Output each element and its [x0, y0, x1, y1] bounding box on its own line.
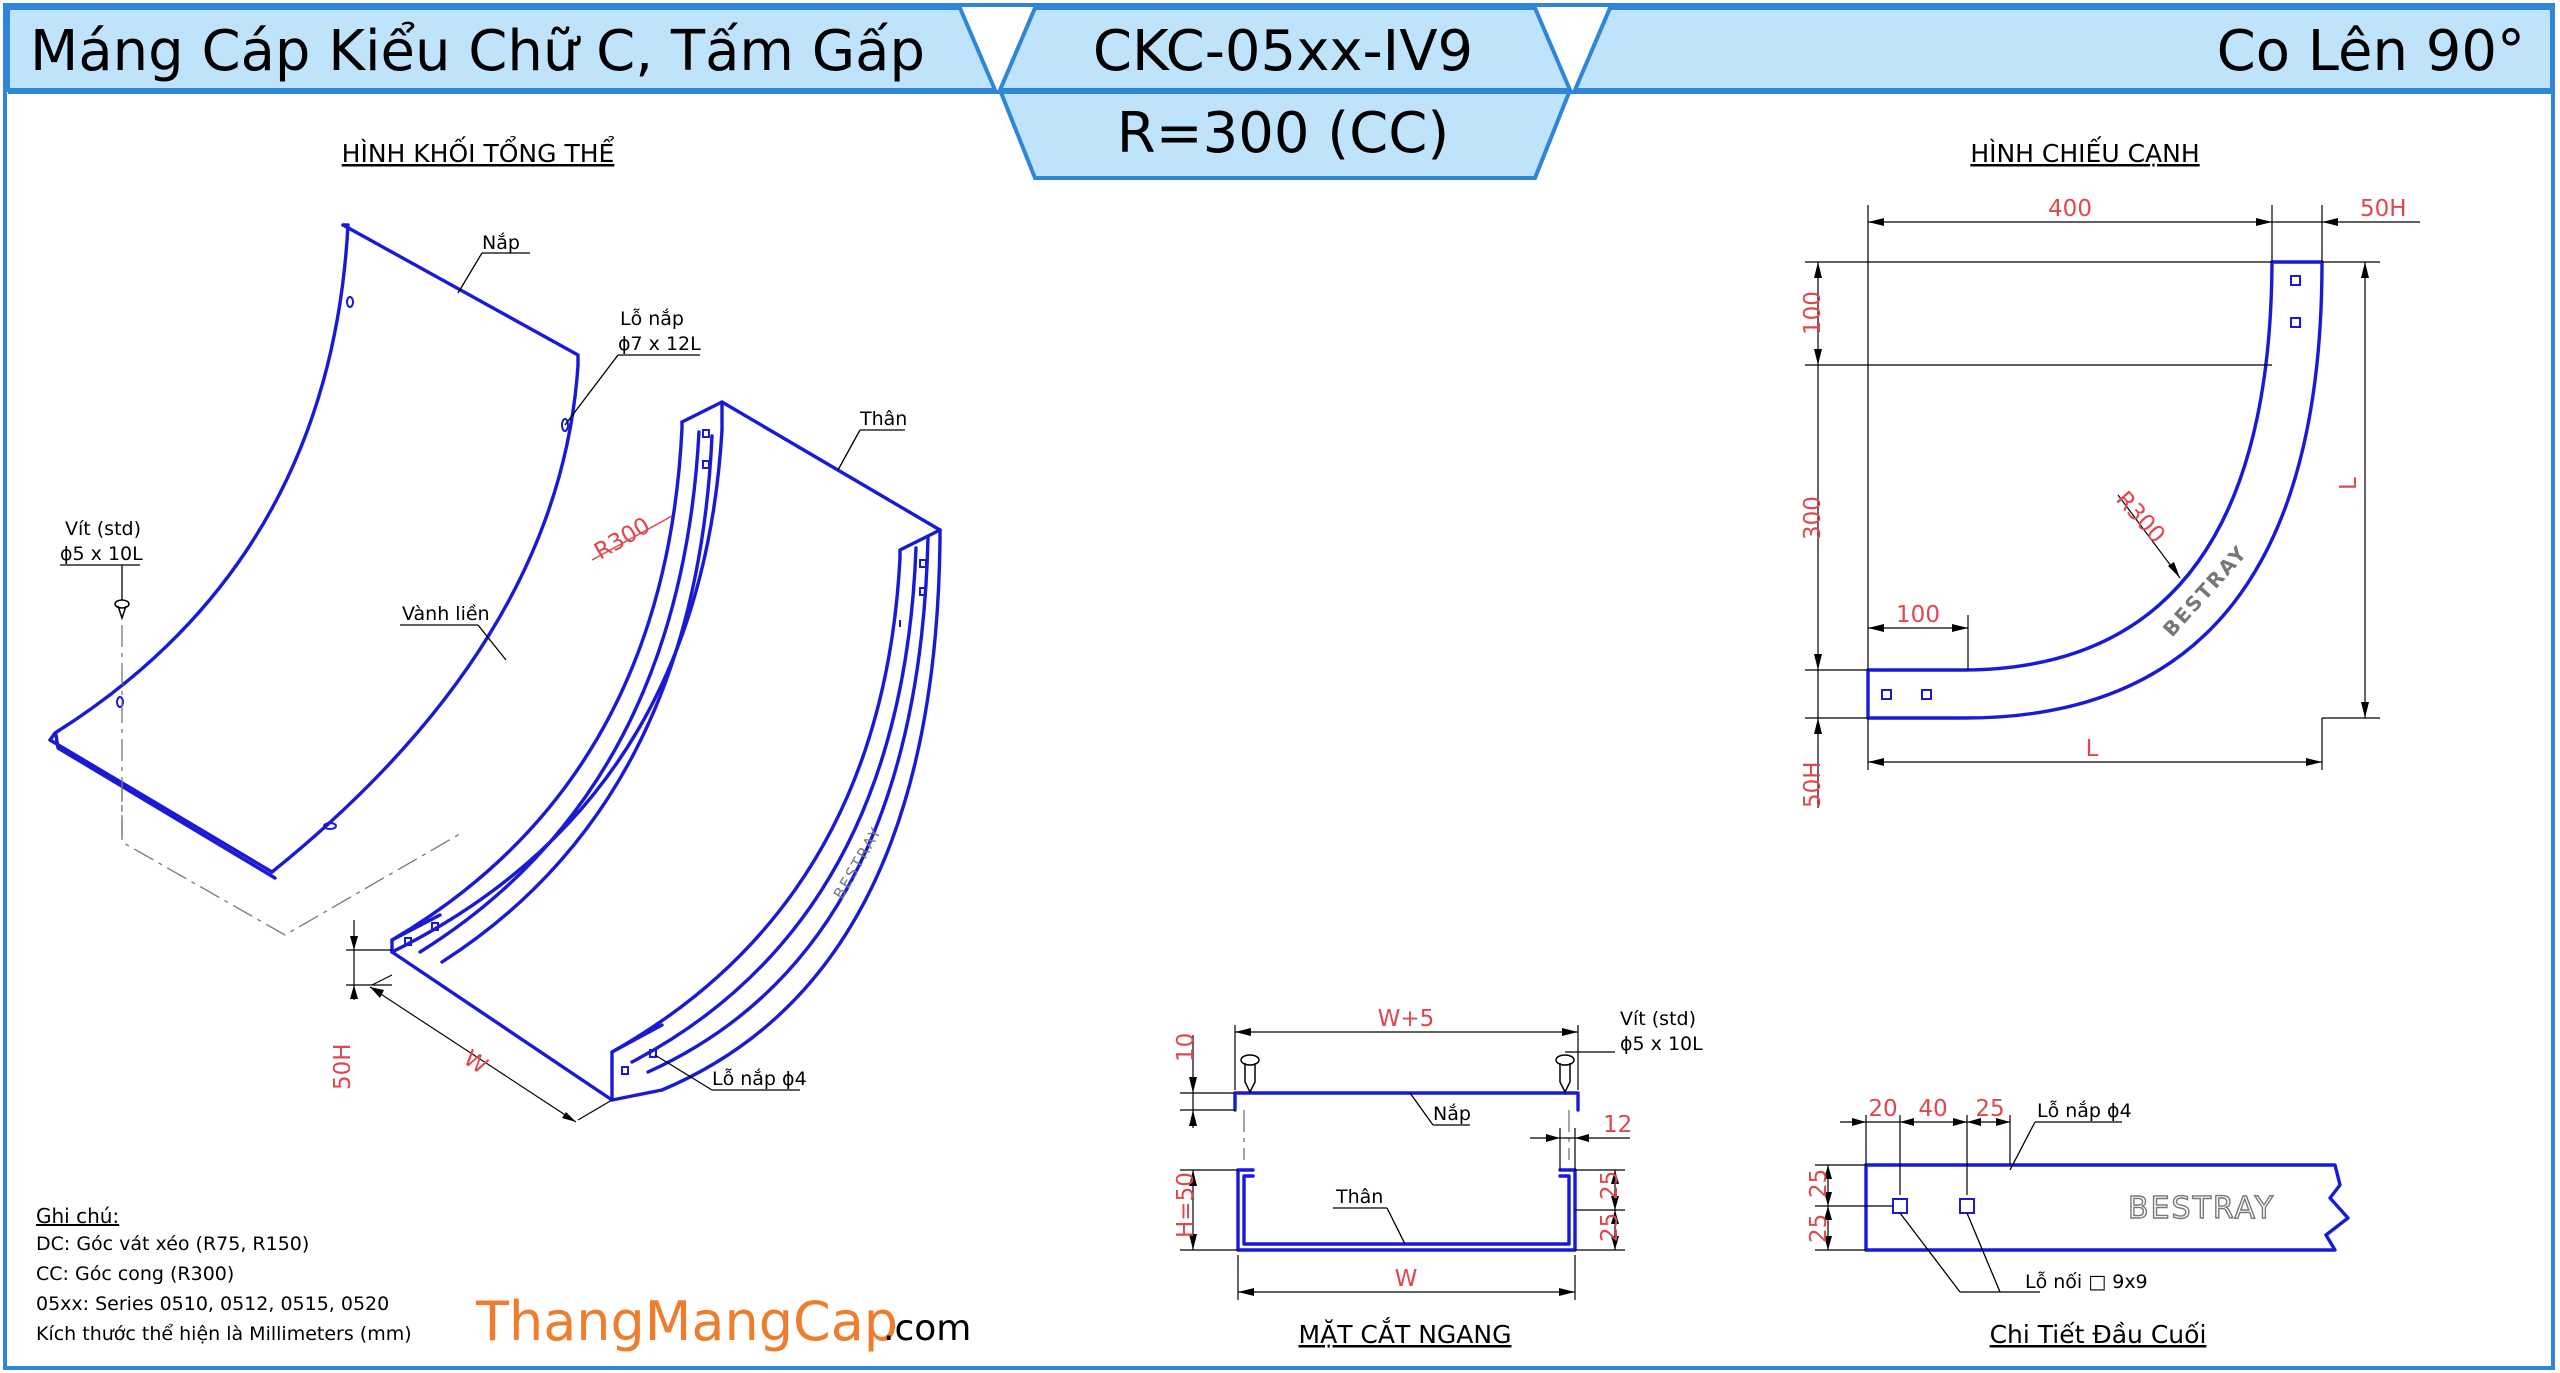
- sheet-border: [3, 3, 2555, 1370]
- end-label-joint-hole: Lỗ nối □ 9x9: [2025, 1270, 2148, 1293]
- iso-view: HÌNH KHỐI TỔNG THỂ Nắp Lỗ nắp ϕ7 x 12L V…: [48, 135, 942, 1123]
- end-label-hole: Lỗ nắp ϕ4: [2037, 1099, 2132, 1122]
- side-view: HÌNH CHIẾU CẠNH BESTRAY 400 50H: [1800, 136, 2420, 808]
- label-rim: Vành liền: [402, 603, 490, 625]
- section-label-screw: Vít (std): [1620, 1008, 1696, 1030]
- screw-left-icon: [1240, 1054, 1260, 1094]
- label-screw: Vít (std): [65, 518, 141, 540]
- label-body: Thân: [859, 408, 907, 430]
- label-width: W: [459, 1045, 492, 1079]
- notes-heading: Ghi chú:: [36, 1204, 119, 1228]
- side-view-title: HÌNH CHIẾU CẠNH: [1970, 136, 2199, 168]
- dim-25-lower: 25: [1806, 1214, 1832, 1243]
- section-label-body: Thân: [1335, 1186, 1383, 1208]
- iso-view-title: HÌNH KHỐI TỔNG THỂ: [342, 135, 615, 168]
- label-cover-hole-size: ϕ7 x 12L: [618, 333, 701, 355]
- dim-20: 20: [1868, 1096, 1897, 1122]
- dim-12: 12: [1603, 1112, 1632, 1138]
- header-right-title: Co Lên 90°: [2217, 19, 2525, 84]
- end-detail: Chi Tiết Đầu Cuối BESTRAY 20 40 25 25 25: [1806, 1096, 2350, 1349]
- dim-300-vertical: 300: [1800, 496, 1826, 540]
- dim-100-horizontal: 100: [1896, 602, 1940, 628]
- dim-w: W: [1395, 1266, 1418, 1292]
- dim-25: 25: [1975, 1096, 2004, 1122]
- label-cover-hole: Lỗ nắp: [620, 307, 684, 330]
- dim-25-bottom: 25: [1597, 1213, 1623, 1242]
- header-center-radius: R=300 (CC): [1117, 101, 1449, 166]
- title-block: Máng Cáp Kiểu Chữ C, Tấm Gấp CKC-05xx-IV…: [6, 6, 2554, 180]
- notes-line-3: 05xx: Series 0510, 0512, 0515, 0520: [36, 1293, 389, 1315]
- dim-50h-top: 50H: [2360, 196, 2407, 222]
- brand-suffix: .com: [883, 1308, 971, 1349]
- label-radius: R300: [590, 513, 655, 565]
- dim-radius: R300: [2111, 487, 2170, 549]
- dim-h50: H=50: [1173, 1172, 1199, 1238]
- notes-block: Ghi chú: DC: Góc vát xéo (R75, R150) CC:…: [36, 1204, 412, 1345]
- header-center-code: CKC-05xx-IV9: [1093, 19, 1473, 84]
- notes-line-1: DC: Góc vát xéo (R75, R150): [36, 1233, 309, 1255]
- section-view: MẶT CẮT NGANG W+5 10: [1173, 1006, 1703, 1349]
- notes-line-2: CC: Góc cong (R300): [36, 1263, 234, 1285]
- end-detail-title: Chi Tiết Đầu Cuối: [1990, 1320, 2207, 1349]
- section-label-screw-size: ϕ5 x 10L: [1620, 1033, 1703, 1055]
- dim-100-vertical: 100: [1800, 291, 1826, 335]
- section-view-title: MẶT CẮT NGANG: [1299, 1317, 1512, 1349]
- section-label-cover: Nắp: [1433, 1102, 1471, 1125]
- dim-40: 40: [1918, 1096, 1947, 1122]
- brand-watermark: ThangMangCap .com: [475, 1290, 971, 1353]
- notes-line-4: Kích thước thể hiện là Millimeters (mm): [36, 1323, 412, 1345]
- label-cover: Nắp: [482, 231, 520, 254]
- dim-25-upper: 25: [1806, 1169, 1832, 1198]
- brand-name: ThangMangCap: [475, 1290, 898, 1353]
- dim-25-top: 25: [1597, 1171, 1623, 1200]
- dim-50h-bottom: 50H: [1800, 761, 1826, 808]
- dim-10: 10: [1173, 1033, 1199, 1062]
- dim-L-bottom: L: [2086, 736, 2099, 762]
- label-body-hole: Lỗ nắp ϕ4: [712, 1067, 807, 1090]
- body-part: BESTRAY: [390, 400, 942, 1102]
- dim-400: 400: [2048, 196, 2092, 222]
- dim-w5: W+5: [1378, 1006, 1435, 1032]
- screw-icon: [114, 599, 130, 621]
- end-brand-mark: BESTRAY: [2128, 1191, 2275, 1226]
- label-height: 50H: [330, 1043, 356, 1090]
- header-left-title: Máng Cáp Kiểu Chữ C, Tấm Gấp: [30, 19, 925, 84]
- dim-L-right: L: [2336, 477, 2362, 490]
- cover-part: [48, 223, 580, 880]
- screw-right-icon: [1555, 1054, 1575, 1094]
- label-screw-size: ϕ5 x 10L: [60, 543, 143, 565]
